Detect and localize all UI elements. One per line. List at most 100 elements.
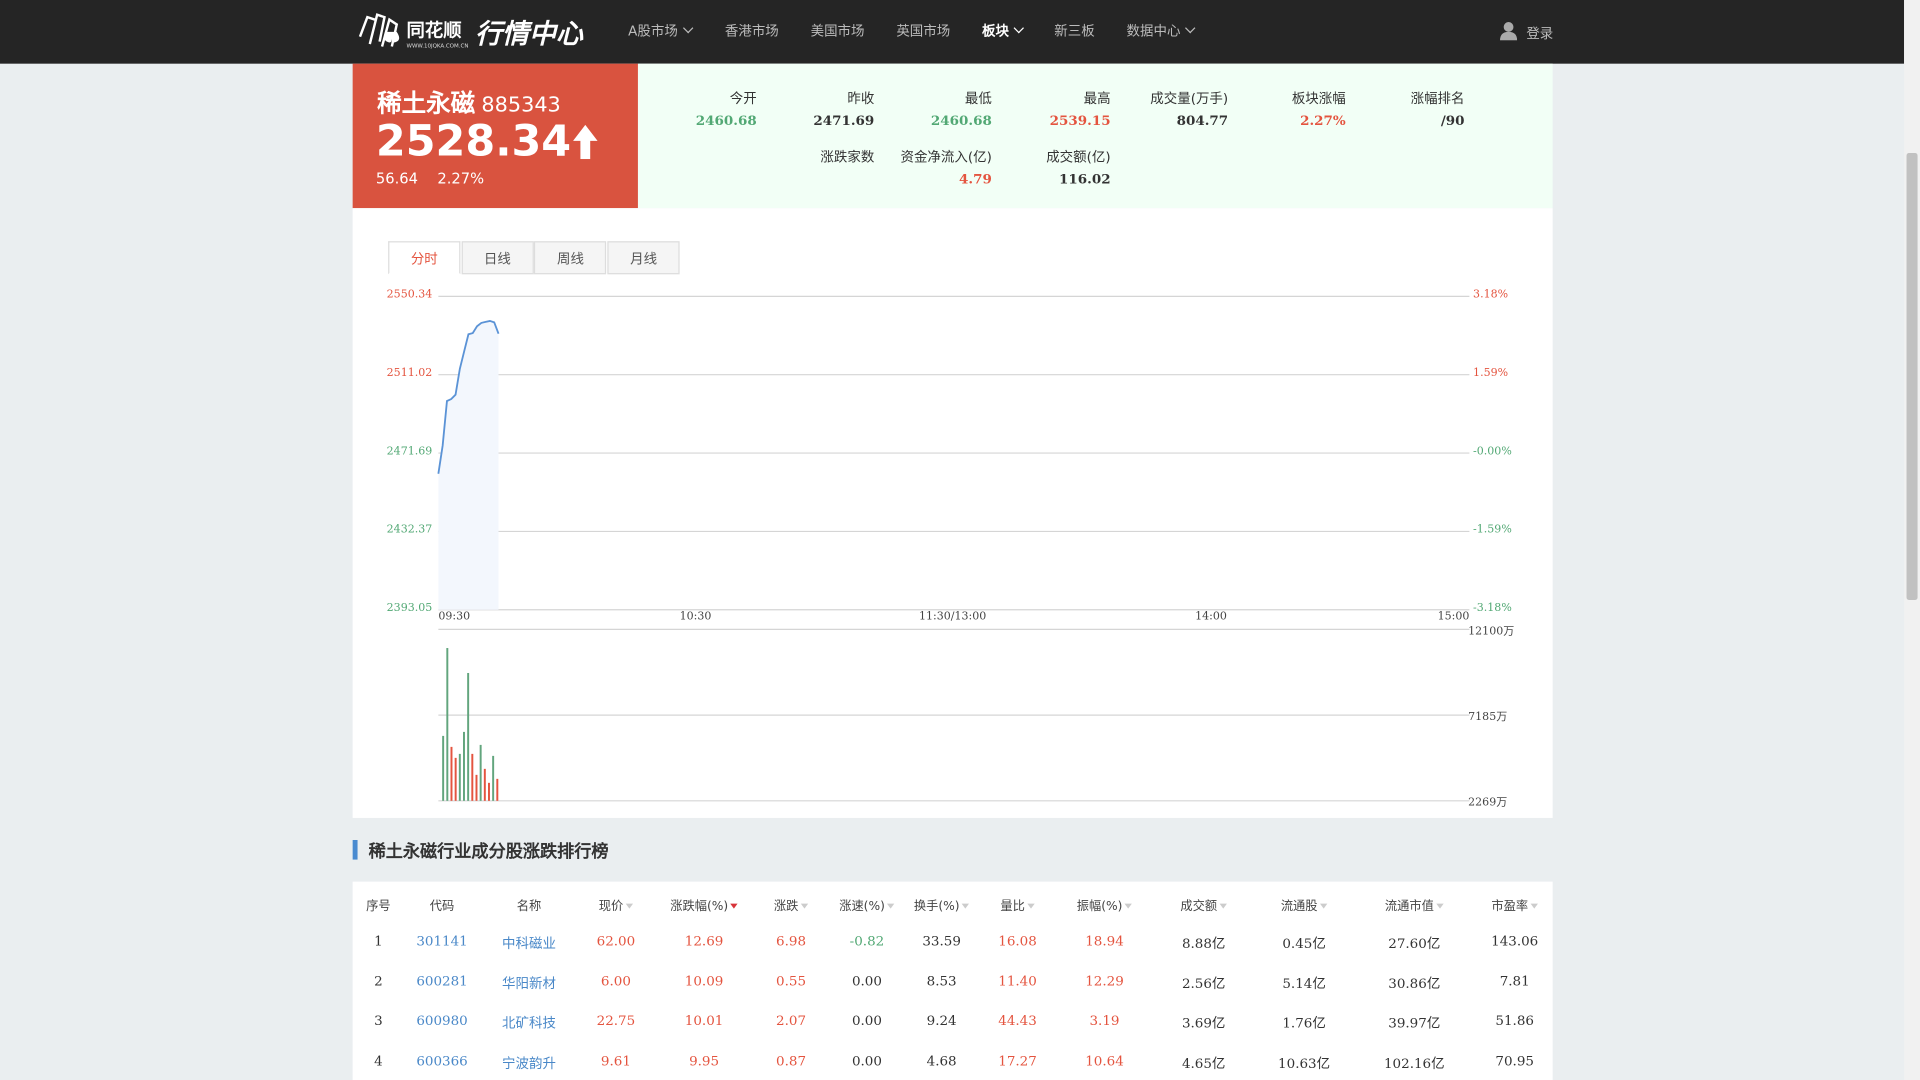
- sort-icon[interactable]: [1124, 903, 1133, 909]
- price-tick-label: 2471.69: [386, 445, 433, 458]
- info-label: 涨幅排名: [1410, 90, 1465, 107]
- column-header-13[interactable]: 市盈率: [1491, 895, 1538, 913]
- stock-code-link[interactable]: 600980: [416, 1013, 468, 1030]
- table-cell: 10.09: [684, 973, 724, 990]
- table-cell: 11.40: [998, 973, 1037, 990]
- column-header-7[interactable]: 换手(%): [914, 895, 970, 913]
- time-tick-label: 11:30/13:00: [919, 611, 987, 624]
- nav-item-3[interactable]: 英国市场: [896, 21, 950, 41]
- table-cell: 5.14亿: [1282, 975, 1326, 992]
- column-header-8[interactable]: 量比: [1000, 895, 1035, 914]
- current-price: 2528.34: [375, 117, 572, 167]
- column-header-6[interactable]: 涨速(%): [839, 895, 895, 913]
- time-tick-label: 15:00: [1437, 611, 1470, 624]
- column-header-12[interactable]: 流通市值: [1385, 895, 1444, 913]
- sort-icon[interactable]: [1436, 903, 1444, 909]
- price-tick-label: 2550.34: [386, 288, 433, 302]
- column-header-10[interactable]: 成交额: [1180, 895, 1227, 913]
- stock-name-link[interactable]: 中科磁业: [502, 935, 556, 952]
- table-cell: 3: [374, 1013, 383, 1030]
- column-header-11[interactable]: 流通股: [1281, 895, 1328, 913]
- table-cell: 2: [374, 973, 383, 990]
- nav-item-0[interactable]: A股市场: [628, 21, 693, 41]
- pct-tick-label: -1.59%: [1473, 524, 1512, 537]
- info-label: 昨收: [847, 90, 875, 107]
- up-arrow-icon: [573, 124, 598, 164]
- info-label: 涨跌家数: [820, 149, 875, 166]
- time-tick-label: 14:00: [1195, 611, 1227, 624]
- column-header-9[interactable]: 振幅(%): [1076, 895, 1133, 914]
- tab-2[interactable]: 周线: [534, 241, 607, 275]
- pct-tick-label: -3.18%: [1473, 602, 1512, 615]
- column-header-0: 序号: [366, 895, 390, 913]
- stock-code-link[interactable]: 600281: [416, 973, 468, 990]
- column-header-4[interactable]: 涨跌幅(%): [670, 895, 738, 913]
- sort-icon[interactable]: [962, 903, 970, 909]
- table-cell: 3.19: [1089, 1013, 1120, 1030]
- column-header-label: 涨跌: [773, 900, 799, 914]
- top-nav-bar: [0, 0, 1905, 64]
- nav-item-5[interactable]: 新三板: [1054, 21, 1094, 41]
- volume-bar: [463, 731, 465, 801]
- sort-icon[interactable]: [1219, 903, 1227, 909]
- stock-name-link[interactable]: 华阳新材: [502, 975, 556, 992]
- stock-name-link[interactable]: 北矿科技: [502, 1015, 556, 1032]
- price-tick-label: 2511.02: [386, 367, 433, 380]
- volume-bar: [483, 768, 486, 801]
- info-value: 2.27%: [1300, 112, 1346, 129]
- table-cell: 0.00: [851, 1053, 882, 1070]
- table-cell: 0.87: [776, 1053, 807, 1070]
- sort-icon[interactable]: [1027, 903, 1035, 909]
- table-cell: 4: [374, 1053, 383, 1070]
- svg-text:WWW.10JQKA.COM.CN: WWW.10JQKA.COM.CN: [407, 44, 469, 50]
- logo[interactable]: 同花顺 WWW.10JQKA.COM.CN 行情中心: [355, 10, 600, 54]
- column-header-3[interactable]: 现价: [599, 895, 634, 913]
- sort-icon[interactable]: [1530, 903, 1538, 909]
- scrollbar-thumb[interactable]: [1906, 153, 1918, 601]
- volume-bar: [479, 744, 482, 801]
- table-cell: 0.45亿: [1282, 935, 1326, 952]
- table-cell: 44.43: [998, 1013, 1037, 1030]
- login-button[interactable]: 登录: [1500, 21, 1553, 43]
- sort-desc-icon[interactable]: [730, 903, 738, 909]
- column-header-5[interactable]: 涨跌: [773, 895, 809, 914]
- column-header-label: 成交额: [1180, 900, 1218, 914]
- table-cell: 17.27: [998, 1053, 1037, 1070]
- time-tick-label: 09:30: [438, 611, 471, 624]
- table-cell: 12.29: [1085, 973, 1124, 990]
- tab-1[interactable]: 日线: [461, 241, 534, 275]
- table-cell: 70.95: [1495, 1053, 1534, 1070]
- nav-item-2[interactable]: 美国市场: [811, 21, 865, 41]
- column-header-1: 代码: [430, 895, 454, 913]
- sort-icon[interactable]: [800, 903, 809, 909]
- table-cell: 30.86亿: [1388, 975, 1441, 992]
- price-tick-label: 2432.37: [386, 524, 433, 537]
- table-cell: 6.00: [600, 973, 631, 990]
- time-tick-label: 10:30: [679, 611, 712, 624]
- sort-icon[interactable]: [625, 903, 634, 909]
- column-header-label: 序号: [366, 900, 391, 914]
- table-cell: 10.01: [684, 1013, 724, 1030]
- info-value: 2460.68: [695, 112, 757, 129]
- nav-item-4[interactable]: 板块: [982, 21, 1024, 41]
- column-header-label: 量比: [1000, 900, 1025, 914]
- nav-item-6[interactable]: 数据中心: [1127, 21, 1196, 41]
- info-value: /90: [1440, 112, 1465, 129]
- info-label: 资金净流入(亿): [900, 149, 992, 166]
- quote-summary: 稀土永磁 885343 2528.34 56.64 2.27%: [352, 63, 638, 209]
- stock-code-link[interactable]: 301141: [416, 933, 468, 949]
- nav-item-1[interactable]: 香港市场: [725, 21, 779, 41]
- tab-3[interactable]: 月线: [607, 241, 680, 275]
- column-header-label: 振幅(%): [1076, 900, 1123, 914]
- sort-icon[interactable]: [1320, 903, 1328, 909]
- table-cell: 10.63亿: [1278, 1055, 1331, 1072]
- stock-code-link[interactable]: 600366: [416, 1053, 468, 1070]
- tab-0[interactable]: 分时: [388, 241, 461, 275]
- stock-name-link[interactable]: 宁波韵升: [502, 1055, 556, 1072]
- volume-tick-label: 7185万: [1468, 711, 1508, 724]
- volume-bar: [496, 778, 499, 801]
- table-cell: 0.55: [776, 973, 807, 990]
- chevron-down-icon: [1185, 22, 1196, 34]
- sort-icon[interactable]: [887, 903, 895, 909]
